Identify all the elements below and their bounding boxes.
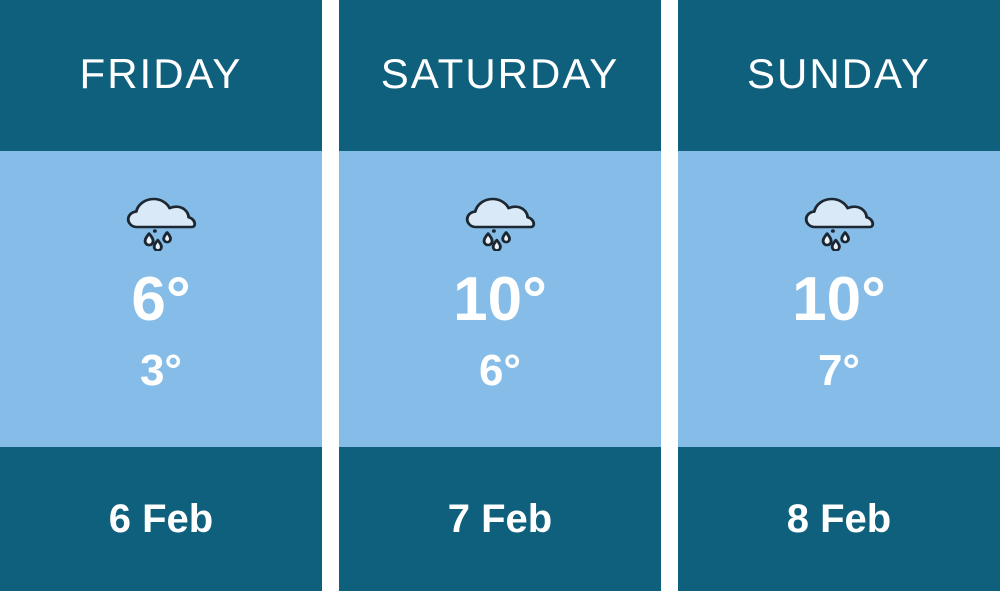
high-temperature: 10° [453, 265, 547, 334]
day-name: FRIDAY [79, 49, 243, 97]
low-temperature: 7° [817, 346, 861, 395]
card-header: SUNDAY [678, 0, 1000, 151]
day-name: SUNDAY [747, 49, 931, 97]
date-label: 6 Feb [108, 497, 214, 541]
day-name: SATURDAY [380, 49, 620, 97]
rain-cloud-icon [126, 197, 197, 251]
day-card-saturday: SATURDAY 10° 6° 7 Feb [339, 0, 661, 591]
date-label: 7 Feb [447, 497, 553, 541]
rain-cloud-icon [804, 197, 875, 251]
high-temperature: 10° [792, 265, 886, 334]
rain-cloud-icon [465, 197, 536, 251]
date-label: 8 Feb [786, 497, 892, 541]
card-header: FRIDAY [0, 0, 322, 151]
low-temperature: 3° [139, 346, 183, 395]
card-body: 10° 7° [678, 151, 1000, 447]
day-card-sunday: SUNDAY 10° 7° 8 Feb [678, 0, 1000, 591]
day-card-friday: FRIDAY 6° 3° 6 Feb [0, 0, 322, 591]
card-footer: 8 Feb [678, 447, 1000, 591]
card-footer: 6 Feb [0, 447, 322, 591]
card-header: SATURDAY [339, 0, 661, 151]
card-footer: 7 Feb [339, 447, 661, 591]
card-body: 6° 3° [0, 151, 322, 447]
high-temperature: 6° [131, 265, 191, 334]
low-temperature: 6° [478, 346, 522, 395]
card-body: 10° 6° [339, 151, 661, 447]
